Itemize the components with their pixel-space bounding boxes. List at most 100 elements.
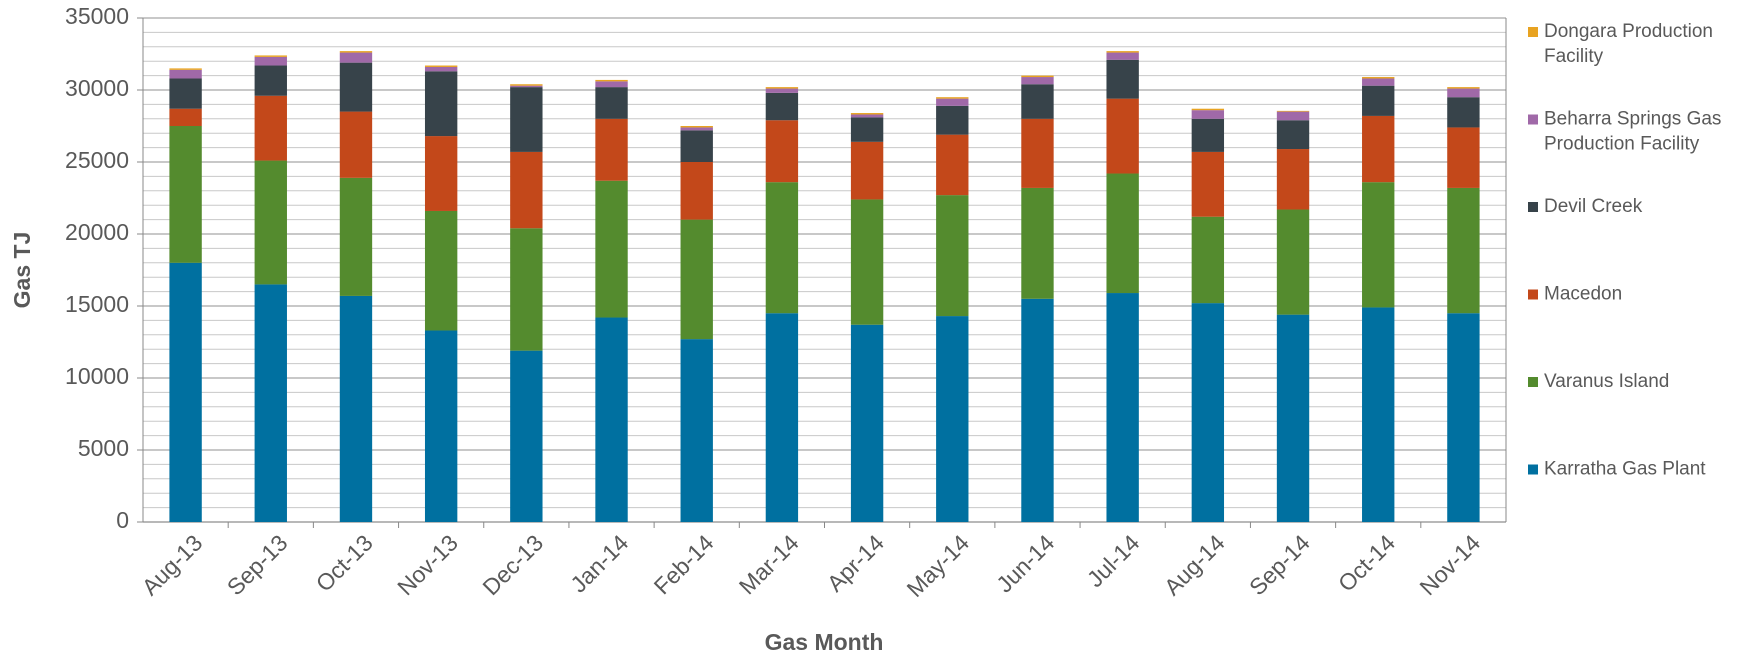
x-tick-label: Sep-14: [1244, 529, 1315, 600]
bar-segment: [936, 195, 969, 317]
bar-segment: [169, 126, 202, 263]
bar-segment: [169, 108, 202, 126]
x-tick-label: Dec-13: [477, 529, 548, 600]
bar-segment: [850, 114, 884, 118]
bar-segment: [765, 313, 799, 522]
bar-segment: [1447, 97, 1480, 128]
bar-segment: [595, 180, 628, 318]
bar-segment: [1021, 118, 1054, 188]
bar-segment: [595, 81, 628, 88]
x-tick-label: Apr-14: [822, 529, 889, 596]
bar-segment: [850, 141, 884, 200]
bar-segment: [1276, 120, 1310, 150]
bar-segment: [1106, 98, 1139, 174]
bar-segment: [1191, 216, 1225, 304]
bar-segment: [595, 317, 628, 522]
bar-segment: [510, 151, 543, 229]
bar-segment: [936, 316, 969, 522]
x-tick-label: Nov-14: [1414, 529, 1485, 600]
bar-segment: [1106, 52, 1139, 60]
bar-segment: [339, 111, 373, 178]
bar-segment: [1362, 78, 1395, 86]
legend-label: Macedon: [1544, 284, 1622, 305]
y-tick-label: 25000: [65, 147, 129, 173]
bar-segment: [680, 126, 713, 128]
bar-segment: [1447, 87, 1480, 89]
bar-segment: [424, 136, 458, 211]
bar-segment: [1021, 77, 1054, 85]
y-tick-label: 10000: [65, 363, 129, 389]
bar-segment: [1447, 187, 1480, 314]
bar-segment: [765, 87, 799, 89]
bar-segment: [765, 92, 799, 121]
bar-segment: [254, 56, 287, 66]
bar-segment: [1276, 111, 1310, 121]
y-tick-label: 5000: [78, 435, 129, 461]
x-tick-label: Mar-14: [734, 529, 804, 599]
bar-segment: [254, 160, 287, 285]
bar-segment: [1362, 85, 1395, 116]
bar-segment: [680, 219, 713, 340]
y-tick-label: 20000: [65, 219, 129, 245]
bar-segment: [169, 78, 202, 109]
bar-segment: [1106, 173, 1139, 294]
legend-label: Karratha Gas Plant: [1544, 459, 1706, 480]
bar-segment: [424, 66, 458, 72]
bar-segment: [765, 182, 799, 314]
bar-segment: [339, 52, 373, 63]
bar-segment: [1021, 187, 1054, 299]
bar-segment: [1191, 303, 1225, 522]
x-tick-label: Oct-14: [1333, 529, 1400, 596]
x-tick-label: Jun-14: [991, 529, 1059, 597]
bar-segment: [169, 69, 202, 79]
bar-segment: [1276, 209, 1310, 315]
x-tick-label: Sep-13: [222, 529, 293, 600]
bar-segment: [680, 339, 713, 522]
bar-segment: [1191, 118, 1225, 152]
x-axis-title: Gas Month: [765, 629, 884, 655]
bar-segment: [936, 98, 969, 106]
legend-label: Dongara Production Facility: [1544, 21, 1713, 67]
bar-segment: [1276, 110, 1310, 112]
legend-swatch: [1528, 377, 1538, 387]
bar-segment: [850, 117, 884, 142]
bar-segment: [510, 87, 543, 152]
bar-segment: [1362, 307, 1395, 522]
bar-segment: [1447, 127, 1480, 188]
bar-segment: [1362, 182, 1395, 308]
bar-segment: [1447, 313, 1480, 522]
bar-segment: [510, 84, 543, 86]
bar-segment: [424, 210, 458, 331]
bar-segment: [1191, 110, 1225, 119]
bar-segment: [254, 65, 287, 96]
x-tick-label: Aug-14: [1159, 529, 1230, 600]
bar-segment: [339, 177, 373, 296]
legend-swatch: [1528, 289, 1538, 300]
x-tick-label: Jan-14: [565, 529, 633, 597]
legend-label: Varanus Island: [1544, 371, 1669, 392]
bar-segment: [254, 55, 287, 57]
bar-segment: [595, 79, 628, 82]
y-axis-title: Gas TJ: [9, 232, 35, 309]
bar-segment: [1106, 51, 1139, 53]
legend-swatch: [1528, 202, 1538, 212]
bar-segment: [510, 85, 543, 88]
y-tick-label: 15000: [65, 291, 129, 317]
bar-segment: [765, 120, 799, 183]
bar-segment: [680, 127, 713, 131]
bar-segment: [339, 51, 373, 53]
y-tick-label: 35000: [65, 3, 129, 29]
bar-segment: [850, 199, 884, 325]
bar-segment: [1276, 314, 1310, 522]
bar-segment: [850, 324, 884, 522]
bar-segment: [1021, 75, 1054, 78]
legend-label: Devil Creek: [1544, 196, 1643, 217]
legend-swatch: [1528, 464, 1538, 475]
y-tick-label: 0: [116, 507, 129, 533]
bar-segment: [1191, 108, 1225, 111]
bar-segment: [1191, 151, 1225, 217]
bar-segment: [1021, 84, 1054, 119]
x-tick-label: Aug-13: [137, 529, 208, 600]
y-tick-label: 30000: [65, 75, 129, 101]
